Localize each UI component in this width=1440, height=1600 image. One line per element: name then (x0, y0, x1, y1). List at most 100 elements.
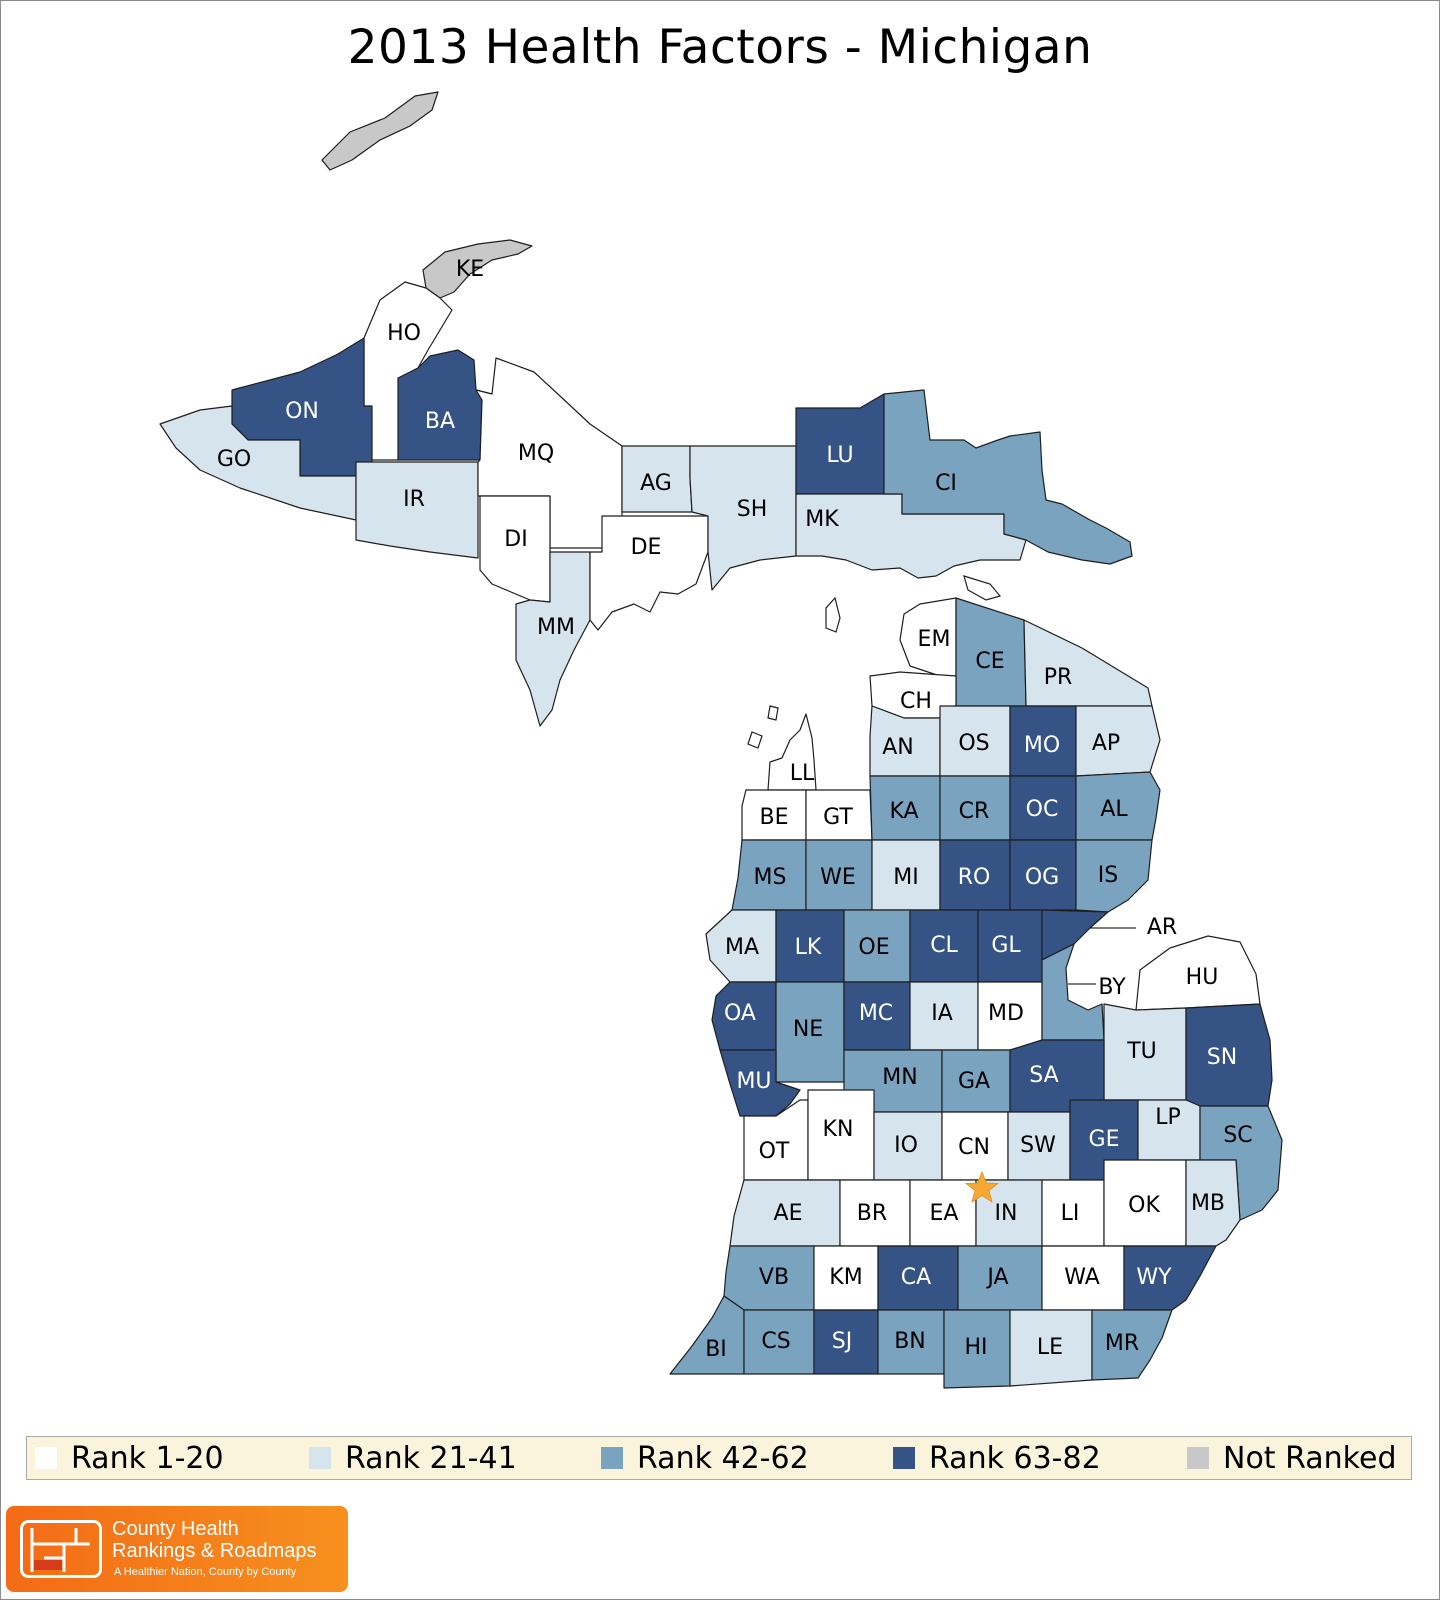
legend-swatch (893, 1447, 915, 1469)
county-label-mq: MQ (518, 441, 554, 466)
county-label-oa: OA (724, 1001, 756, 1026)
county-label-ir: IR (403, 487, 425, 512)
county-de[interactable] (589, 515, 709, 631)
county-label-by: BY (1098, 975, 1126, 1000)
logo-tagline: A Healthier Nation, County by County (114, 1566, 297, 1578)
county-label-ge: GE (1089, 1127, 1120, 1152)
county-label-mr: MR (1105, 1331, 1139, 1356)
legend-label: Rank 21-41 (345, 1440, 517, 1476)
legend: Rank 1-20 Rank 21-41 Rank 42-62 Rank 63-… (26, 1436, 1412, 1480)
county-label-mb: MB (1191, 1191, 1225, 1216)
county-label-sn: SN (1207, 1045, 1237, 1070)
county-label-ot: OT (759, 1139, 790, 1164)
county-health-rankings-logo[interactable]: County Health Rankings & Roadmaps A Heal… (6, 1506, 348, 1592)
county-label-mn: MN (882, 1065, 917, 1090)
michigan-county-map: KE HO ON BA GO IR MQ DI MM DE AG SH LU MK CI EM CE PR CH LL… (159, 91, 1283, 1389)
map-title: 2013 Health Factors - Michigan (347, 20, 1093, 75)
legend-item-rank-21-41: Rank 21-41 (309, 1440, 517, 1476)
county-label-mc: MC (859, 1001, 893, 1026)
county-label-cs: CS (761, 1329, 790, 1354)
county-ci[interactable] (883, 389, 1133, 565)
county-is[interactable] (1075, 839, 1153, 913)
county-by[interactable] (1041, 943, 1105, 1041)
county-label-bn: BN (894, 1329, 926, 1354)
legend-swatch (601, 1447, 623, 1469)
county-label-le: LE (1037, 1335, 1063, 1360)
county-label-ap: AP (1092, 731, 1120, 756)
legend-item-not-ranked: Not Ranked (1187, 1440, 1396, 1476)
county-label-is: IS (1098, 863, 1118, 888)
county-label-ok: OK (1128, 1193, 1160, 1218)
county-label-wa: WA (1064, 1265, 1100, 1290)
county-label-ea: EA (930, 1201, 959, 1226)
county-label-tu: TU (1126, 1039, 1157, 1064)
county-label-br: BR (857, 1201, 887, 1226)
county-label-ms: MS (754, 865, 787, 890)
county-label-kn: KN (823, 1117, 854, 1142)
county-label-bi: BI (705, 1337, 727, 1362)
county-label-md: MD (988, 1001, 1024, 1026)
county-label-sw: SW (1020, 1133, 1056, 1158)
county-label-ag: AG (640, 471, 672, 496)
county-go[interactable] (159, 405, 357, 521)
county-label-sa: SA (1029, 1063, 1058, 1088)
county-label-ll: LL (790, 761, 815, 786)
isle-royale (321, 91, 439, 171)
county-label-io: IO (894, 1133, 918, 1158)
county-label-ar: AR (1147, 915, 1177, 940)
county-label-ho: HO (387, 321, 421, 346)
legend-item-rank-1-20: Rank 1-20 (35, 1440, 224, 1476)
county-label-an: AN (882, 735, 914, 760)
legend-item-rank-42-62: Rank 42-62 (601, 1440, 809, 1476)
county-label-cr: CR (959, 799, 990, 824)
logo-grid-icon (20, 1520, 102, 1578)
county-label-sh: SH (737, 497, 768, 522)
legend-item-rank-63-82: Rank 63-82 (893, 1440, 1101, 1476)
county-label-go: GO (217, 447, 251, 472)
county-label-ma: MA (725, 935, 759, 960)
county-label-cl: CL (930, 933, 958, 958)
county-label-gt: GT (823, 805, 853, 830)
county-label-ja: JA (985, 1265, 1008, 1290)
county-label-ba: BA (425, 409, 455, 434)
county-label-de: DE (631, 535, 662, 560)
county-label-og: OG (1025, 865, 1059, 890)
county-label-km: KM (829, 1265, 862, 1290)
county-label-lu: LU (826, 443, 853, 468)
county-label-mo: MO (1024, 733, 1060, 758)
county-label-ce: CE (975, 649, 1004, 674)
county-mu[interactable] (719, 1049, 801, 1117)
county-label-ga: GA (958, 1069, 990, 1094)
county-label-vb: VB (759, 1265, 789, 1290)
county-label-on: ON (285, 399, 319, 424)
legend-swatch (1187, 1447, 1209, 1469)
county-label-sc: SC (1223, 1123, 1252, 1148)
county-bi[interactable] (669, 1295, 745, 1375)
county-label-oe: OE (858, 935, 889, 960)
legend-label: Not Ranked (1223, 1440, 1397, 1476)
legend-label: Rank 1-20 (71, 1440, 224, 1476)
county-label-hi: HI (964, 1335, 987, 1360)
county-label-ch: CH (900, 689, 932, 714)
county-label-sj: SJ (832, 1329, 852, 1354)
legend-label: Rank 63-82 (929, 1440, 1101, 1476)
county-pr[interactable] (1023, 619, 1153, 707)
county-label-hu: HU (1186, 965, 1219, 990)
legend-label: Rank 42-62 (637, 1440, 809, 1476)
county-label-ia: IA (931, 1001, 953, 1026)
star-icon (964, 1170, 1000, 1203)
county-ar[interactable] (1041, 909, 1109, 961)
county-label-ae: AE (774, 1201, 803, 1226)
county-label-we: WE (820, 865, 856, 890)
county-label-oc: OC (1026, 797, 1059, 822)
county-ap[interactable] (1075, 705, 1161, 777)
county-label-wy: WY (1136, 1265, 1172, 1290)
county-label-al: AL (1100, 797, 1128, 822)
county-label-mm: MM (537, 615, 575, 640)
legend-swatch (35, 1447, 57, 1469)
county-label-os: OS (958, 731, 989, 756)
county-label-lp: LP (1155, 1105, 1181, 1130)
county-label-lk: LK (795, 935, 822, 960)
county-label-pr: PR (1044, 665, 1073, 690)
county-mr[interactable] (1091, 1309, 1173, 1381)
